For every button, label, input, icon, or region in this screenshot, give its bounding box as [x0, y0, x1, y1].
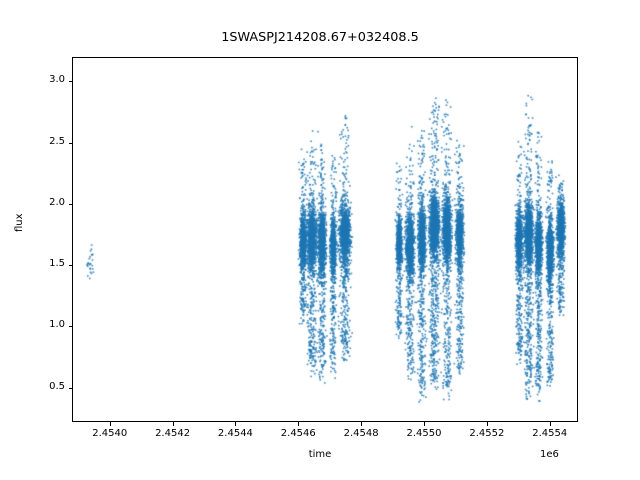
y-tick-mark — [68, 81, 72, 82]
y-tick-label: 2.0 — [49, 196, 65, 208]
x-tick-label: 2.4552 — [469, 428, 505, 439]
x-tick-label: 2.4554 — [532, 428, 568, 439]
x-tick-label: 2.4546 — [280, 428, 316, 439]
y-tick-label: 0.5 — [49, 380, 65, 392]
y-tick-mark — [68, 204, 72, 205]
x-tick-mark — [550, 422, 551, 426]
x-tick-mark — [424, 422, 425, 426]
x-tick-label: 2.4542 — [155, 428, 191, 439]
x-tick-label: 2.4548 — [343, 428, 379, 439]
x-tick-label: 2.4550 — [406, 428, 442, 439]
x-tick-label: 2.4544 — [217, 428, 253, 439]
y-tick-label: 1.0 — [49, 319, 65, 331]
scatter-plot-canvas — [73, 58, 577, 421]
x-tick-mark — [235, 422, 236, 426]
y-axis-label: flux — [14, 213, 25, 232]
y-tick-mark — [68, 265, 72, 266]
y-tick-label: 1.5 — [49, 258, 65, 270]
x-tick-label: 2.4540 — [92, 428, 128, 439]
y-tick-mark — [68, 388, 72, 389]
x-tick-mark — [361, 422, 362, 426]
y-tick-label: 2.5 — [49, 135, 65, 147]
plot-axes — [72, 57, 578, 422]
x-axis-offset-multiplier: 1e6 — [540, 449, 559, 460]
x-axis-label: time — [308, 449, 332, 460]
x-tick-mark — [173, 422, 174, 426]
x-tick-mark — [487, 422, 488, 426]
y-tick-mark — [68, 143, 72, 144]
y-tick-label: 3.0 — [49, 74, 65, 86]
x-tick-mark — [110, 422, 111, 426]
x-tick-mark — [298, 422, 299, 426]
page-title: 1SWASPJ214208.67+032408.5 — [221, 30, 419, 45]
y-tick-mark — [68, 326, 72, 327]
